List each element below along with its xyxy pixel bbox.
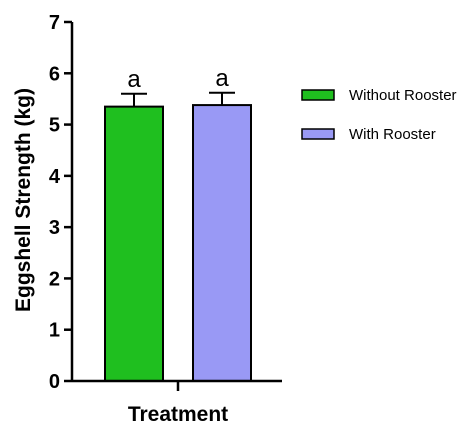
y-tick-label: 6 <box>49 63 60 85</box>
bars <box>104 104 252 382</box>
legend-swatch <box>301 128 335 140</box>
y-tick-label: 0 <box>49 371 60 393</box>
legend-label: Without Rooster <box>349 87 457 104</box>
legend: Without Rooster With Rooster <box>301 87 457 143</box>
y-tick-label: 3 <box>49 217 60 239</box>
y-tick-label: 1 <box>49 320 60 342</box>
bar-without-rooster <box>104 105 164 382</box>
bar-with-rooster <box>192 104 252 382</box>
y-axis-ticks: 0 1 2 3 4 5 6 7 <box>49 12 72 393</box>
y-axis-title: Eggshell Strength (kg) <box>12 88 35 312</box>
x-axis-title: Treatment <box>128 403 228 425</box>
significance-letter: a <box>127 66 141 93</box>
y-tick-label: 4 <box>49 166 61 188</box>
y-tick-label: 2 <box>49 268 60 290</box>
y-tick-label: 7 <box>49 12 60 34</box>
y-tick-label: 5 <box>49 115 60 137</box>
significance-letter: a <box>215 65 229 92</box>
error-bars <box>121 91 235 107</box>
legend-label: With Rooster <box>349 126 436 143</box>
legend-swatch <box>301 89 335 101</box>
